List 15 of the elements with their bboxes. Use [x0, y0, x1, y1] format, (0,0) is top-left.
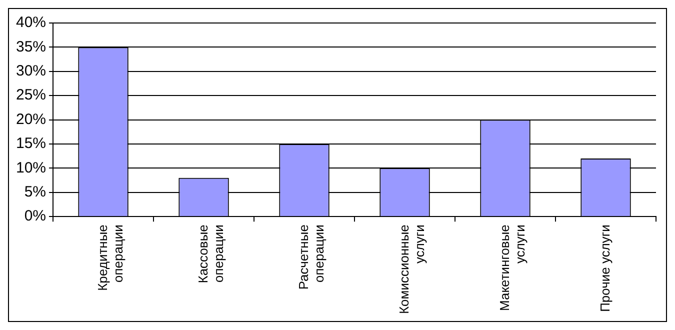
- y-tick-label: 25%: [16, 86, 46, 104]
- y-tick-label: 30%: [16, 62, 46, 80]
- y-tick-label: 20%: [16, 110, 46, 128]
- y-tick-label: 5%: [24, 184, 46, 201]
- x-tick-label: Макетинговые услуги: [496, 224, 528, 311]
- x-tick-label: Расчетные операции: [296, 224, 326, 290]
- y-tick-label: 0%: [24, 208, 46, 225]
- y-tick-label: 15%: [16, 135, 46, 152]
- x-tick-label: Прочие услуги: [597, 224, 612, 312]
- x-tick-label: Кассовые операции: [195, 224, 226, 284]
- x-tick-label: Кредитные операции: [94, 224, 126, 291]
- y-tick-label: 10%: [16, 159, 46, 176]
- y-tick-label: 35%: [16, 38, 46, 56]
- y-tick-label: 40%: [16, 14, 46, 32]
- x-tick-label: Комиссионные услуги: [396, 224, 427, 314]
